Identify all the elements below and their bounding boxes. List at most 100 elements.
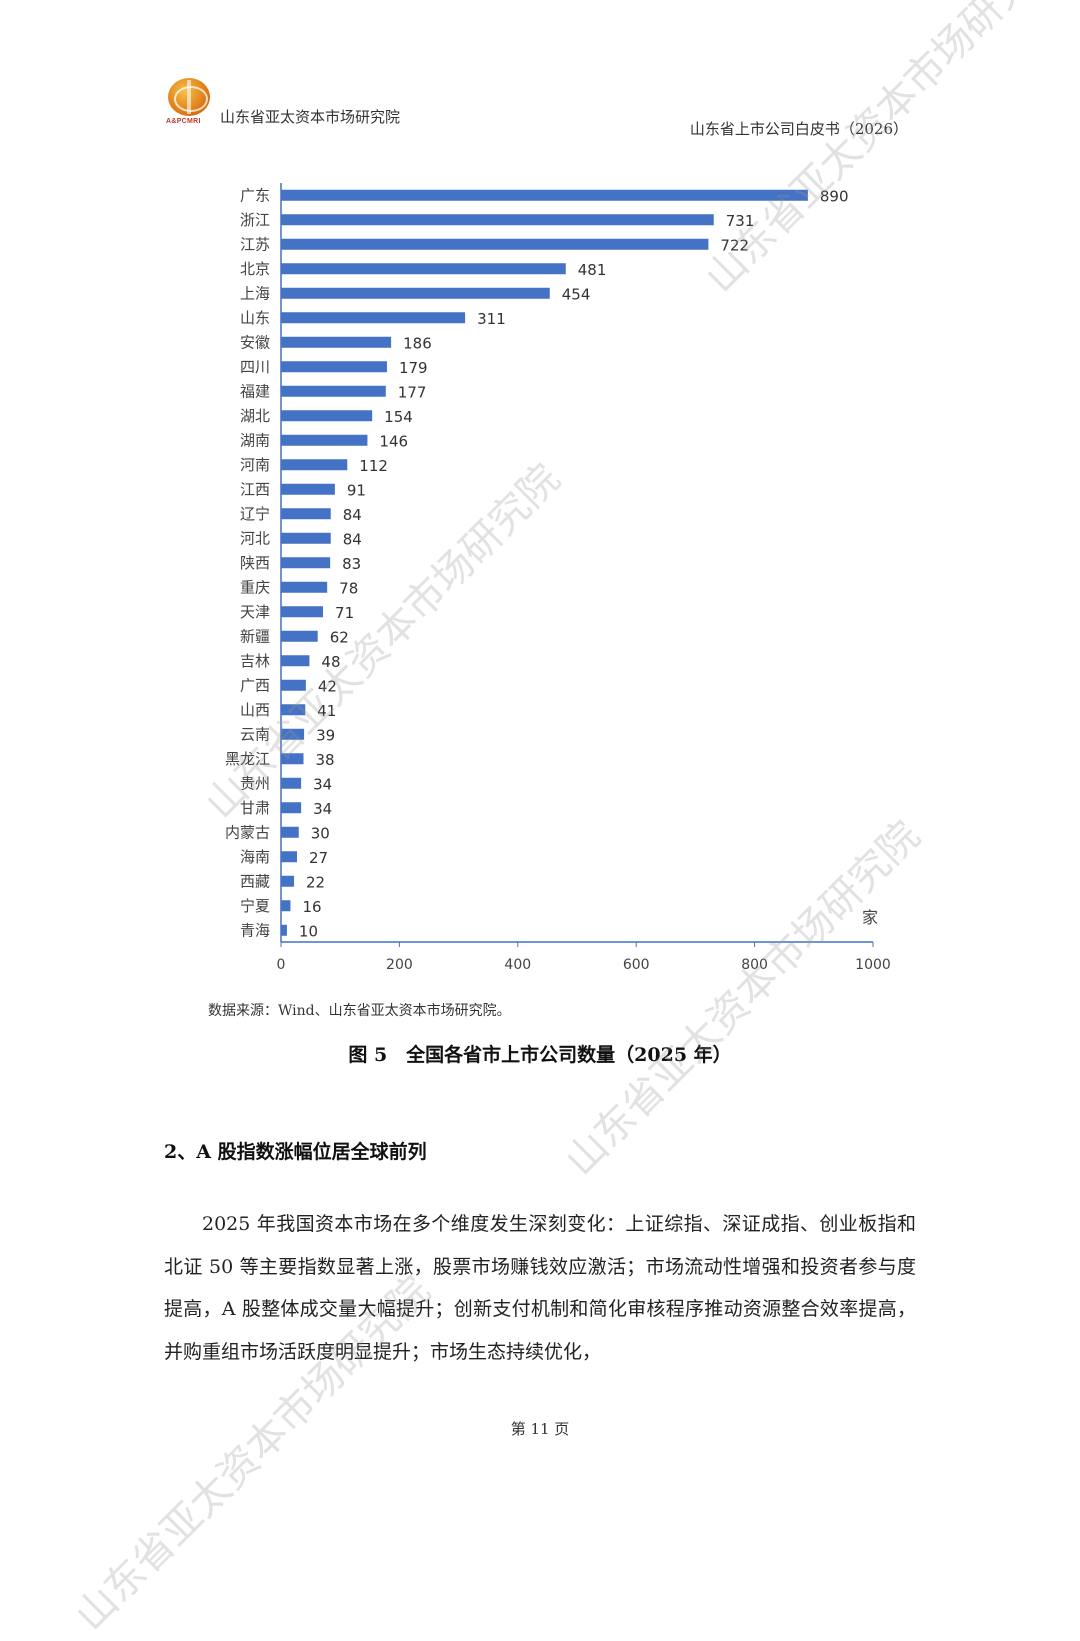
header-branding: A&PCMRI 山东省亚太资本市场研究院 [166, 78, 400, 126]
category-label: 福建 [240, 382, 270, 400]
category-label: 贵州 [240, 774, 270, 792]
category-label: 河南 [240, 456, 270, 474]
category-label: 广西 [240, 676, 270, 694]
bar [281, 851, 297, 863]
bar [281, 826, 299, 838]
body-paragraph: 2025 年我国资本市场在多个维度发生深刻变化：上证综指、深证成指、创业板指和北… [164, 1213, 916, 1363]
category-label: 江西 [240, 480, 270, 498]
section-title: 2、A 股指数涨幅位居全球前列 [164, 1141, 427, 1163]
data-label: 91 [347, 481, 366, 499]
bar [281, 581, 328, 593]
org-name: 山东省亚太资本市场研究院 [220, 108, 401, 126]
data-label: 84 [343, 530, 362, 548]
data-label: 30 [311, 824, 330, 842]
data-label: 722 [720, 236, 749, 254]
bar [281, 214, 714, 226]
bar [281, 557, 331, 569]
bar [281, 679, 306, 691]
bar [281, 875, 295, 887]
data-label: 154 [384, 408, 413, 426]
data-label: 38 [315, 751, 334, 769]
bar [281, 655, 310, 667]
bar [281, 924, 287, 936]
data-label: 146 [379, 432, 408, 450]
bar [281, 459, 348, 471]
data-label: 16 [302, 898, 321, 916]
category-label: 甘肃 [240, 799, 270, 817]
category-label: 湖南 [240, 431, 270, 449]
category-label: 黑龙江 [225, 750, 270, 768]
bar [281, 606, 324, 618]
category-label: 安徽 [240, 333, 270, 351]
x-tick-label: 200 [386, 957, 413, 973]
data-label: 78 [339, 579, 358, 597]
bar [281, 263, 566, 275]
data-label: 890 [820, 187, 849, 205]
category-label: 上海 [240, 284, 270, 302]
data-label: 10 [299, 922, 318, 940]
category-label: 西藏 [240, 872, 270, 890]
category-label: 天津 [240, 603, 270, 621]
category-label: 海南 [240, 848, 270, 866]
x-tick-label: 400 [504, 957, 531, 973]
data-label: 48 [321, 653, 340, 671]
category-label: 四川 [240, 358, 270, 376]
category-label: 辽宁 [240, 505, 270, 523]
data-label: 112 [359, 457, 388, 475]
x-tick-label: 1000 [855, 957, 891, 973]
data-label: 731 [726, 212, 755, 230]
figure-title: 图 5 全国各省市上市公司数量（2025 年） [348, 1044, 732, 1066]
data-label: 39 [316, 726, 335, 744]
x-tick-label: 800 [741, 957, 768, 973]
unit-label: 家 [862, 908, 878, 927]
bar [281, 385, 386, 397]
category-label: 内蒙古 [225, 823, 270, 841]
data-label: 71 [335, 604, 354, 622]
x-tick-label: 600 [623, 957, 650, 973]
data-label: 62 [330, 628, 349, 646]
category-label: 山西 [240, 701, 270, 719]
bar [281, 630, 318, 642]
logo-text: A&PCMRI [166, 118, 201, 125]
data-label: 27 [309, 849, 328, 867]
bar [281, 802, 302, 814]
bar [281, 753, 304, 765]
data-label: 179 [399, 359, 428, 377]
category-label: 吉林 [240, 652, 270, 670]
data-label: 83 [342, 555, 361, 573]
category-label: 重庆 [240, 578, 270, 596]
category-label: 河北 [240, 529, 270, 547]
category-label: 云南 [240, 725, 270, 743]
bar [281, 410, 373, 422]
category-label: 新疆 [240, 627, 270, 645]
data-label: 481 [578, 261, 607, 279]
category-label: 江苏 [240, 235, 270, 253]
data-label: 311 [477, 310, 506, 328]
data-label: 42 [318, 677, 337, 695]
category-label: 湖北 [240, 407, 270, 425]
bar [281, 434, 368, 446]
category-label: 山东 [240, 309, 270, 327]
bar [281, 728, 305, 740]
page-number: 第 11 页 [510, 1420, 570, 1438]
data-label: 454 [562, 285, 591, 303]
bar [281, 361, 387, 373]
data-label: 186 [403, 334, 432, 352]
bar [281, 532, 331, 544]
bar [281, 312, 466, 324]
category-label: 广东 [240, 186, 270, 204]
x-tick-label: 0 [277, 957, 286, 973]
bar [281, 900, 291, 912]
bar [281, 483, 335, 495]
data-label: 34 [313, 800, 332, 818]
logo-icon: A&PCMRI [166, 78, 212, 126]
bar [281, 704, 306, 716]
category-label: 宁夏 [240, 897, 270, 915]
data-label: 22 [306, 873, 325, 891]
category-label: 青海 [240, 921, 270, 939]
data-source-note: 数据来源：Wind、山东省亚太资本市场研究院。 [208, 1003, 511, 1019]
data-label: 41 [317, 702, 336, 720]
bar-chart: 广东 890 浙江 731 江苏 722 北京 481 上海 454 山东 311 安徽 186 四川 179… [225, 183, 891, 973]
bar [281, 777, 302, 789]
category-label: 北京 [240, 260, 270, 278]
